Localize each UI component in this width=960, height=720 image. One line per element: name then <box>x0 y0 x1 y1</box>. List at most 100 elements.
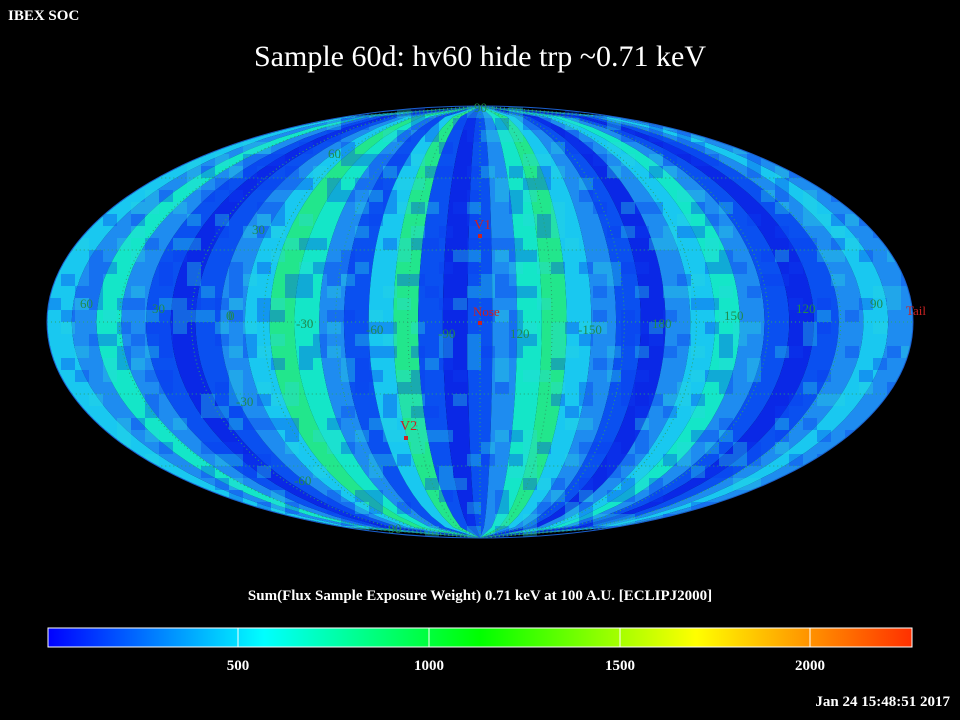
flux-tile <box>831 238 845 250</box>
flux-tile <box>593 442 607 454</box>
flux-tile <box>523 214 537 226</box>
flux-tile <box>761 274 775 286</box>
flux-tile <box>327 310 341 322</box>
flux-tile <box>243 154 257 166</box>
flux-tile <box>775 442 789 454</box>
flux-tile <box>621 490 635 502</box>
flux-tile <box>607 166 621 178</box>
flux-tile <box>747 454 761 466</box>
flux-tile <box>761 526 775 538</box>
flux-tile <box>467 454 481 466</box>
flux-tile <box>117 346 131 358</box>
flux-tile <box>229 190 243 202</box>
flux-tile <box>859 178 873 190</box>
flux-tile <box>551 214 565 226</box>
flux-tile <box>285 238 299 250</box>
flux-tile <box>173 202 187 214</box>
flux-tile <box>775 130 789 142</box>
flux-tile <box>663 406 677 418</box>
lon-label: 180 <box>652 316 672 331</box>
flux-tile <box>649 166 663 178</box>
flux-tile <box>845 310 859 322</box>
flux-tile <box>649 394 663 406</box>
flux-tile <box>817 526 831 538</box>
flux-tile <box>47 514 61 526</box>
flux-tile <box>509 166 523 178</box>
flux-tile <box>831 214 845 226</box>
flux-tile <box>47 298 61 310</box>
flux-tile <box>719 358 733 370</box>
flux-tile <box>75 346 89 358</box>
flux-tile <box>537 214 551 226</box>
flux-tile <box>817 514 831 526</box>
flux-tile <box>663 106 677 118</box>
flux-tile <box>383 286 397 298</box>
flux-tile <box>635 406 649 418</box>
flux-tile <box>271 394 285 406</box>
flux-tile <box>313 430 327 442</box>
flux-tile <box>131 250 145 262</box>
flux-tile <box>901 202 913 214</box>
flux-tile <box>887 286 901 298</box>
flux-tile <box>341 262 355 274</box>
flux-tile <box>229 478 243 490</box>
lon-label: -150 <box>578 322 602 337</box>
flux-tile <box>61 358 75 370</box>
flux-tile <box>271 358 285 370</box>
flux-tile <box>215 214 229 226</box>
lat-label: 60 <box>328 146 341 161</box>
flux-tile <box>789 394 803 406</box>
flux-tile <box>369 454 383 466</box>
flux-tile <box>257 298 271 310</box>
flux-tile <box>201 166 215 178</box>
flux-tile <box>691 430 705 442</box>
flux-tile <box>145 346 159 358</box>
flux-tile <box>705 526 719 538</box>
flux-tile <box>131 286 145 298</box>
flux-tile <box>355 226 369 238</box>
flux-tile <box>509 238 523 250</box>
flux-tile <box>481 274 495 286</box>
flux-tile <box>859 154 873 166</box>
flux-tile <box>719 262 733 274</box>
flux-tile <box>327 286 341 298</box>
flux-tile <box>817 250 831 262</box>
flux-tile <box>425 166 439 178</box>
flux-tile <box>649 238 663 250</box>
flux-tile <box>47 226 61 238</box>
flux-tile <box>467 238 481 250</box>
flux-tile <box>495 430 509 442</box>
flux-tile <box>271 202 285 214</box>
lon-label: 120 <box>510 326 530 341</box>
flux-tile <box>383 454 397 466</box>
flux-tile <box>313 466 327 478</box>
flux-tile <box>285 430 299 442</box>
flux-tile <box>299 238 313 250</box>
flux-tile <box>75 286 89 298</box>
flux-tile <box>243 466 257 478</box>
flux-tile <box>635 430 649 442</box>
flux-tile <box>565 514 579 526</box>
flux-tile <box>299 346 313 358</box>
flux-tile <box>495 526 509 538</box>
flux-tile <box>159 106 173 118</box>
flux-tile <box>383 394 397 406</box>
flux-tile <box>579 478 593 490</box>
flux-tile <box>565 238 579 250</box>
flux-tile <box>397 298 411 310</box>
flux-tile <box>593 154 607 166</box>
flux-tile <box>327 178 341 190</box>
flux-tile <box>747 370 761 382</box>
flux-tile <box>495 514 509 526</box>
flux-tile <box>705 298 719 310</box>
flux-tile <box>257 142 271 154</box>
flux-tile <box>369 490 383 502</box>
flux-tile <box>439 142 453 154</box>
flux-tile <box>859 502 873 514</box>
nose-label: Nose <box>473 304 500 319</box>
flux-tile <box>621 226 635 238</box>
flux-tile <box>705 322 719 334</box>
lon-label: -90 <box>438 326 455 341</box>
flux-tile <box>495 118 509 130</box>
